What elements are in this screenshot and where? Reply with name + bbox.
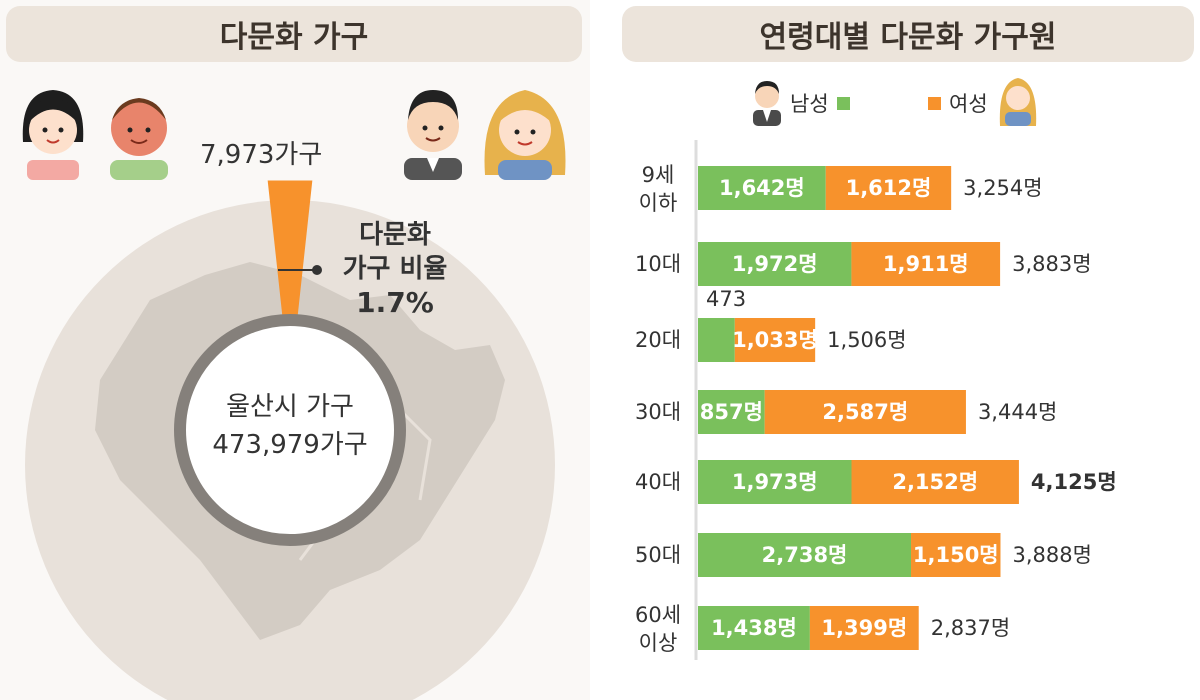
city-label: 울산시 가구 [226, 392, 354, 422]
bar-male [698, 318, 735, 362]
bar-total-label: 1,506명 [827, 328, 906, 352]
bar-total-label: 4,125명 [1031, 470, 1117, 494]
bar-total-label: 3,254명 [963, 176, 1042, 200]
bar-total-label: 2,837명 [931, 616, 1010, 640]
left-panel: 다문화 가구 7,973 [0, 0, 590, 700]
bar-female-label: 1,911명 [883, 252, 969, 276]
bar-female-label: 1,033명 [732, 328, 818, 352]
bar-female [911, 533, 1001, 577]
bar-female [825, 166, 952, 210]
category-label: 40대 [635, 470, 681, 494]
bar-male-label: 857명 [700, 400, 763, 424]
ratio-pointer-dot [312, 265, 322, 275]
bar-male [698, 606, 810, 650]
category-label: 9세 이하 [639, 163, 678, 215]
left-title: 다문화 가구 [6, 6, 582, 62]
bar-male-label: 473 [706, 287, 746, 311]
ratio-label-line1: 다문화 [359, 220, 431, 250]
map-graphic [25, 180, 555, 700]
right-panel: 연령대별 다문화 가구원 남성 여성 9세 이하 1,642명 1,612명 3,254… [610, 0, 1200, 700]
bar-male [698, 242, 852, 286]
bar-male-label: 1,972명 [732, 252, 818, 276]
city-household-count: 473,979가구 [212, 430, 368, 460]
bar-male [698, 390, 765, 434]
bar-male [698, 533, 912, 577]
age-chart: 9세 이하 1,642명 1,612명 3,254명 10대 1,972명 1,911명 3,8… [635, 140, 1117, 660]
legend-male-label: 남성 [790, 92, 829, 116]
ratio-label-line2: 가구 비율 [342, 254, 448, 284]
bar-male-label: 1,642명 [719, 176, 805, 200]
ratio-label: 다문화 가구 비율 1.7% [330, 218, 460, 320]
bar-female-label: 2,587명 [822, 400, 908, 424]
bar-female-label: 1,150명 [913, 543, 999, 567]
male-legend-icon [753, 81, 781, 126]
ratio-wedge [267, 180, 313, 321]
ratio-value: 1.7% [356, 286, 434, 319]
bar-male-label: 1,973명 [732, 470, 818, 494]
woman-avatar-icon [484, 90, 566, 180]
legend-male: 남성 [790, 88, 850, 118]
right-title: 연령대별 다문화 가구원 [622, 6, 1194, 62]
bar-female-label: 2,152명 [892, 470, 978, 494]
bar-male-label: 2,738명 [762, 543, 848, 567]
bar-female-label: 1,399명 [821, 616, 907, 640]
bar-male [698, 166, 826, 210]
bar-total-label: 3,444명 [978, 400, 1057, 424]
bar-female [851, 242, 1001, 286]
category-label: 20대 [635, 328, 681, 352]
center-ring [174, 314, 406, 546]
category-label: 10대 [635, 252, 681, 276]
man-avatar-icon [404, 90, 462, 180]
bar-female-label: 1,612명 [846, 176, 932, 200]
bar-male-label: 1,438명 [711, 616, 797, 640]
legend-female-label: 여성 [949, 92, 988, 116]
bar-total-label: 3,883명 [1012, 252, 1091, 276]
boy-avatar-icon [110, 98, 168, 180]
girl-avatar-icon [22, 90, 84, 180]
category-label: 60세 이상 [635, 603, 681, 655]
bar-female [809, 606, 919, 650]
multicultural-household-count: 7,973가구 [200, 140, 323, 170]
bar-female [851, 460, 1019, 504]
bar-female [764, 390, 966, 434]
legend-female: 여성 [928, 88, 988, 118]
bar-male [698, 460, 852, 504]
city-household-info: 울산시 가구 473,979가구 [190, 388, 390, 464]
category-label: 50대 [635, 543, 681, 567]
category-label: 30대 [635, 400, 681, 424]
bar-female [734, 318, 816, 362]
legend-male-swatch [836, 96, 850, 110]
female-legend-icon [999, 78, 1037, 126]
legend-female-swatch [928, 96, 941, 110]
bar-total-label: 3,888명 [1012, 543, 1091, 567]
